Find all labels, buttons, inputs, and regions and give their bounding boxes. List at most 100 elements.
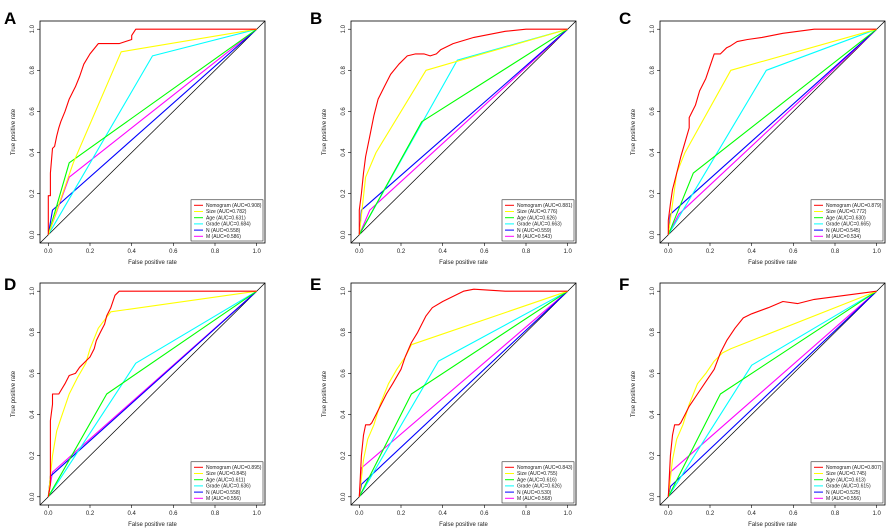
legend-label: Nomogram (AUC=0.895)	[206, 465, 262, 471]
roc-panel-b: B 0.0 0.2 0.4 0.6 0.8 1.0 0.0 0.2 0.4 0.6 0.8 1.0 Fal…	[310, 9, 577, 266]
y-axis-title: True positive rate	[11, 370, 17, 417]
legend-label: Size (AUC=0.745)	[826, 471, 867, 477]
legend-label: Age (AUC=0.626)	[517, 215, 557, 221]
x-tick-label: 0.8	[211, 511, 220, 517]
legend-label: Grade (AUC=0.663)	[517, 222, 562, 228]
x-tick-label: 0.6	[169, 511, 178, 517]
roc-curve-grade	[667, 290, 877, 498]
legend-label: Age (AUC=0.630)	[826, 215, 866, 221]
roc-curve-m	[358, 28, 569, 236]
legend-label: M (AUC=0.556)	[826, 496, 861, 502]
y-tick-label: 1.0	[30, 286, 36, 295]
x-tick-label: 0.2	[86, 511, 95, 517]
y-tick-label: 1.0	[30, 24, 36, 33]
x-tick-label: 0.4	[747, 249, 756, 255]
y-tick-label: 0.0	[30, 230, 36, 239]
y-tick-label: 0.6	[341, 369, 347, 378]
legend-label: N (AUC=0.545)	[826, 228, 861, 234]
x-tick-label: 0.8	[211, 249, 220, 255]
x-tick-label: 0.6	[480, 511, 489, 517]
roc-curve-age	[667, 290, 878, 498]
panel-letter-f: F	[619, 275, 629, 294]
diagonal-reference-line	[39, 282, 266, 506]
legend-label: Grade (AUC=0.615)	[826, 484, 871, 490]
panel-letter-d: D	[4, 275, 16, 294]
roc-curve-size	[47, 28, 257, 235]
y-tick-label: 0.6	[650, 369, 656, 378]
roc-curve-age	[667, 28, 878, 236]
y-axis-title: True positive rate	[322, 370, 328, 417]
x-tick-label: 0.8	[831, 249, 840, 255]
x-tick-label: 1.0	[872, 511, 881, 517]
y-tick-label: 1.0	[341, 286, 347, 295]
x-tick-label: 0.2	[706, 511, 715, 517]
x-tick-label: 0.0	[355, 511, 364, 517]
x-tick-label: 0.6	[480, 249, 489, 255]
diagonal-reference-line	[659, 282, 886, 506]
roc-curve-size	[47, 290, 257, 497]
legend-label: Age (AUC=0.611)	[206, 477, 246, 483]
y-axis-title: True positive rate	[631, 370, 637, 417]
plot-frame	[39, 282, 266, 506]
x-axis-title: False positive rate	[128, 522, 177, 528]
x-tick-label: 1.0	[563, 511, 572, 517]
legend-box	[190, 461, 264, 504]
x-tick-label: 0.6	[169, 249, 178, 255]
series-lines	[667, 290, 878, 498]
y-axis-title: True positive rate	[322, 108, 328, 155]
x-tick-label: 0.0	[664, 249, 673, 255]
y-tick-label: 1.0	[650, 24, 656, 33]
roc-curve-age	[47, 290, 258, 498]
legend-box	[501, 199, 575, 242]
roc-curve-age	[358, 290, 569, 498]
y-tick-label: 0.8	[650, 66, 656, 75]
roc-curve-nomogram	[47, 290, 257, 497]
y-tick-label: 0.2	[341, 451, 347, 460]
diagonal-reference-line	[350, 282, 577, 506]
x-tick-label: 1.0	[252, 511, 261, 517]
x-tick-label: 0.4	[438, 249, 447, 255]
x-tick-label: 1.0	[252, 249, 261, 255]
roc-panel-c: C 0.0 0.2 0.4 0.6 0.8 1.0 0.0 0.2 0.4 0.6 0.8 1.0 Fal…	[619, 9, 886, 266]
roc-curve-nomogram	[358, 28, 568, 235]
roc-curve-n	[47, 28, 258, 235]
x-tick-label: 0.0	[44, 511, 53, 517]
y-tick-label: 0.4	[650, 410, 656, 419]
legend-label: Size (AUC=0.845)	[206, 471, 247, 477]
x-tick-label: 0.2	[397, 249, 406, 255]
y-axis-title: True positive rate	[11, 108, 17, 155]
roc-curve-nomogram	[667, 28, 877, 235]
legend-label: Age (AUC=0.613)	[826, 477, 866, 483]
x-tick-label: 0.4	[747, 511, 756, 517]
legend-label: N (AUC=0.558)	[206, 490, 241, 496]
legend-label: Grade (AUC=0.684)	[206, 222, 251, 228]
x-tick-label: 0.4	[127, 249, 136, 255]
legend-label: N (AUC=0.530)	[517, 490, 552, 496]
legend-box	[810, 199, 884, 242]
y-tick-label: 0.2	[341, 189, 347, 198]
y-tick-label: 0.8	[30, 66, 36, 75]
roc-curve-size	[667, 290, 877, 497]
legend-box	[190, 199, 264, 242]
roc-curve-size	[358, 28, 568, 235]
roc-curve-nomogram	[47, 28, 257, 235]
y-axis-title: True positive rate	[631, 108, 637, 155]
roc-curve-grade	[47, 28, 257, 236]
y-tick-label: 0.4	[341, 148, 347, 157]
x-tick-label: 0.8	[831, 511, 840, 517]
y-tick-label: 0.6	[341, 107, 347, 116]
legend-label: Size (AUC=0.782)	[206, 209, 247, 215]
y-tick-label: 0.0	[341, 230, 347, 239]
x-axis-title: False positive rate	[439, 522, 488, 528]
roc-curve-nomogram	[667, 290, 877, 497]
legend-label: Grade (AUC=0.626)	[517, 484, 562, 490]
legend-label: M (AUC=0.556)	[206, 496, 241, 502]
legend-label: M (AUC=0.586)	[206, 234, 241, 240]
x-tick-label: 0.2	[86, 249, 95, 255]
y-tick-label: 0.8	[341, 66, 347, 75]
legend-label: Nomogram (AUC=0.908)	[206, 203, 262, 209]
x-axis-title: False positive rate	[439, 260, 488, 266]
y-tick-label: 0.0	[650, 492, 656, 501]
diagonal-reference-line	[39, 20, 266, 244]
legend-label: Nomogram (AUC=0.843)	[517, 465, 573, 471]
